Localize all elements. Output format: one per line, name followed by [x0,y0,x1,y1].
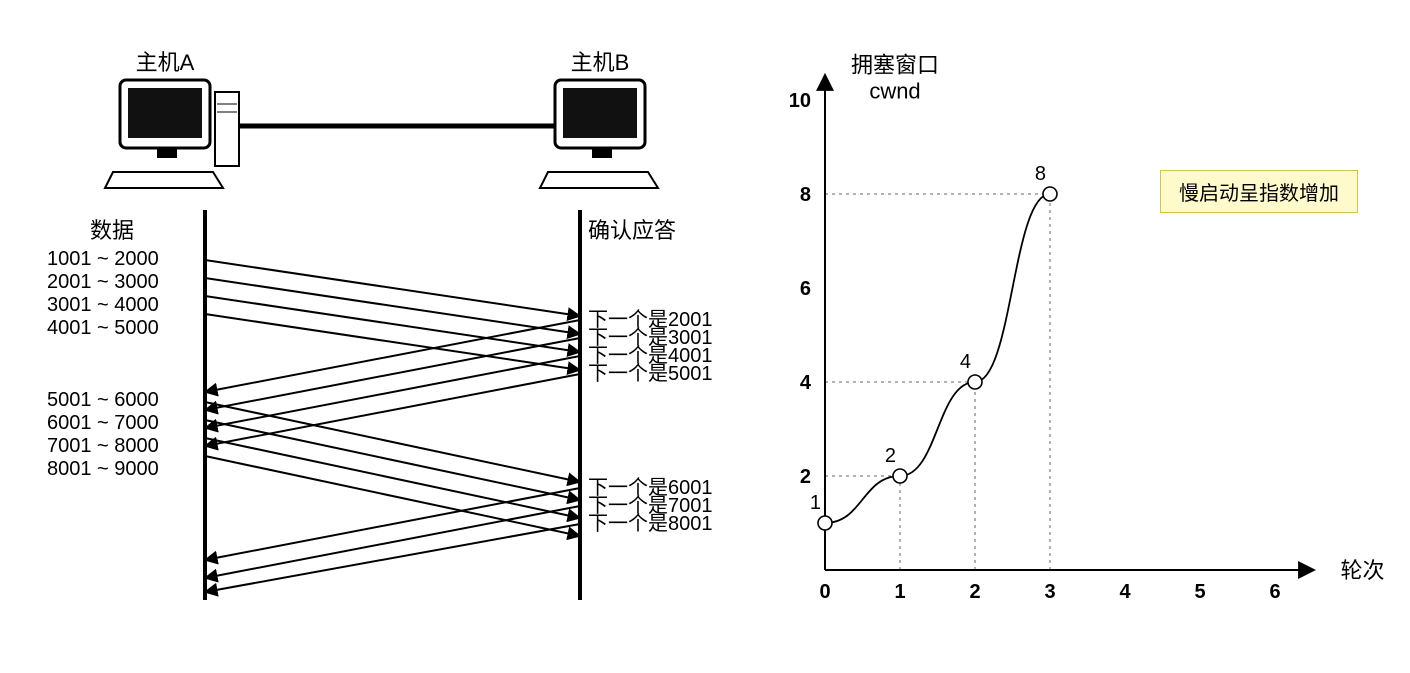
data-range: 3001 ~ 4000 [47,294,159,316]
ack-text: 下一个是8001 [588,512,713,535]
x-tick-label: 6 [1269,581,1280,603]
callout-text: 慢启动呈指数增加 [1179,183,1339,205]
data-arrow [205,402,580,482]
data-point [818,516,832,530]
y-title-2: cwnd [869,79,920,104]
host-a-icon [105,80,239,188]
curve [825,194,1050,523]
ack-arrow [205,506,580,578]
x-label: 轮次 [1341,558,1385,583]
data-arrow [205,420,580,500]
y-tick-label: 4 [800,372,812,394]
data-point [968,375,982,389]
data-point [1043,187,1057,201]
ack-text: 下一个是5001 [588,362,713,385]
data-range: 6001 ~ 7000 [47,412,159,434]
cwnd-chart-svg: 2 4 6 8 10 0 1 2 3 4 5 6 1 2 4 8 拥塞窗口cwnd 轮次 [760,10,1400,650]
y-tick-label: 8 [800,184,811,206]
ack-arrow [205,338,580,410]
host-a-label: 主机A [136,50,195,75]
host-b-label: 主机B [571,50,630,75]
x-tick-label: 0 [819,581,830,603]
ack-arrow [205,356,580,428]
point-label: 2 [885,445,896,467]
callout-box: 慢启动呈指数增加 [1160,170,1358,213]
data-arrow [205,314,580,370]
ack-header: 确认应答 [588,218,676,243]
x-tick-label: 5 [1194,581,1205,603]
host-b-icon [540,80,658,188]
sequence-diagram-panel: 主机A 主机B 数据 确认应答 1001 ~ 20002001 ~ 30003001 ~… [20,20,740,640]
ack-arrow [205,524,580,592]
x-tick-label: 4 [1119,581,1131,603]
point-label: 1 [810,492,821,514]
ack-arrow [205,374,580,446]
x-tick-label: 1 [894,581,905,603]
data-range: 8001 ~ 9000 [47,458,159,480]
x-tick-label: 3 [1044,581,1055,603]
ack-arrow [205,320,580,392]
y-title-1: 拥塞窗口 [851,53,939,78]
data-arrow [205,438,580,518]
data-range: 7001 ~ 8000 [47,435,159,457]
data-header: 数据 [90,218,134,243]
data-range: 1001 ~ 2000 [47,248,159,270]
point-label: 4 [960,351,971,373]
y-tick-label: 10 [789,90,811,112]
y-tick-label: 2 [800,466,811,488]
data-point [893,469,907,483]
data-range: 2001 ~ 3000 [47,271,159,293]
sequence-diagram-svg: 主机A 主机B 数据 确认应答 1001 ~ 20002001 ~ 30003001 ~… [20,20,740,640]
point-label: 8 [1035,163,1046,185]
data-arrow [205,296,580,352]
data-arrow [205,260,580,316]
data-range: 4001 ~ 5000 [47,317,159,339]
x-tick-label: 2 [969,581,980,603]
data-arrow [205,278,580,334]
chart-panel: 2 4 6 8 10 0 1 2 3 4 5 6 1 2 4 8 拥塞窗口cwnd 轮次 慢启动呈指数增加 [760,10,1400,650]
y-tick-label: 6 [800,278,811,300]
data-range: 5001 ~ 6000 [47,389,159,411]
